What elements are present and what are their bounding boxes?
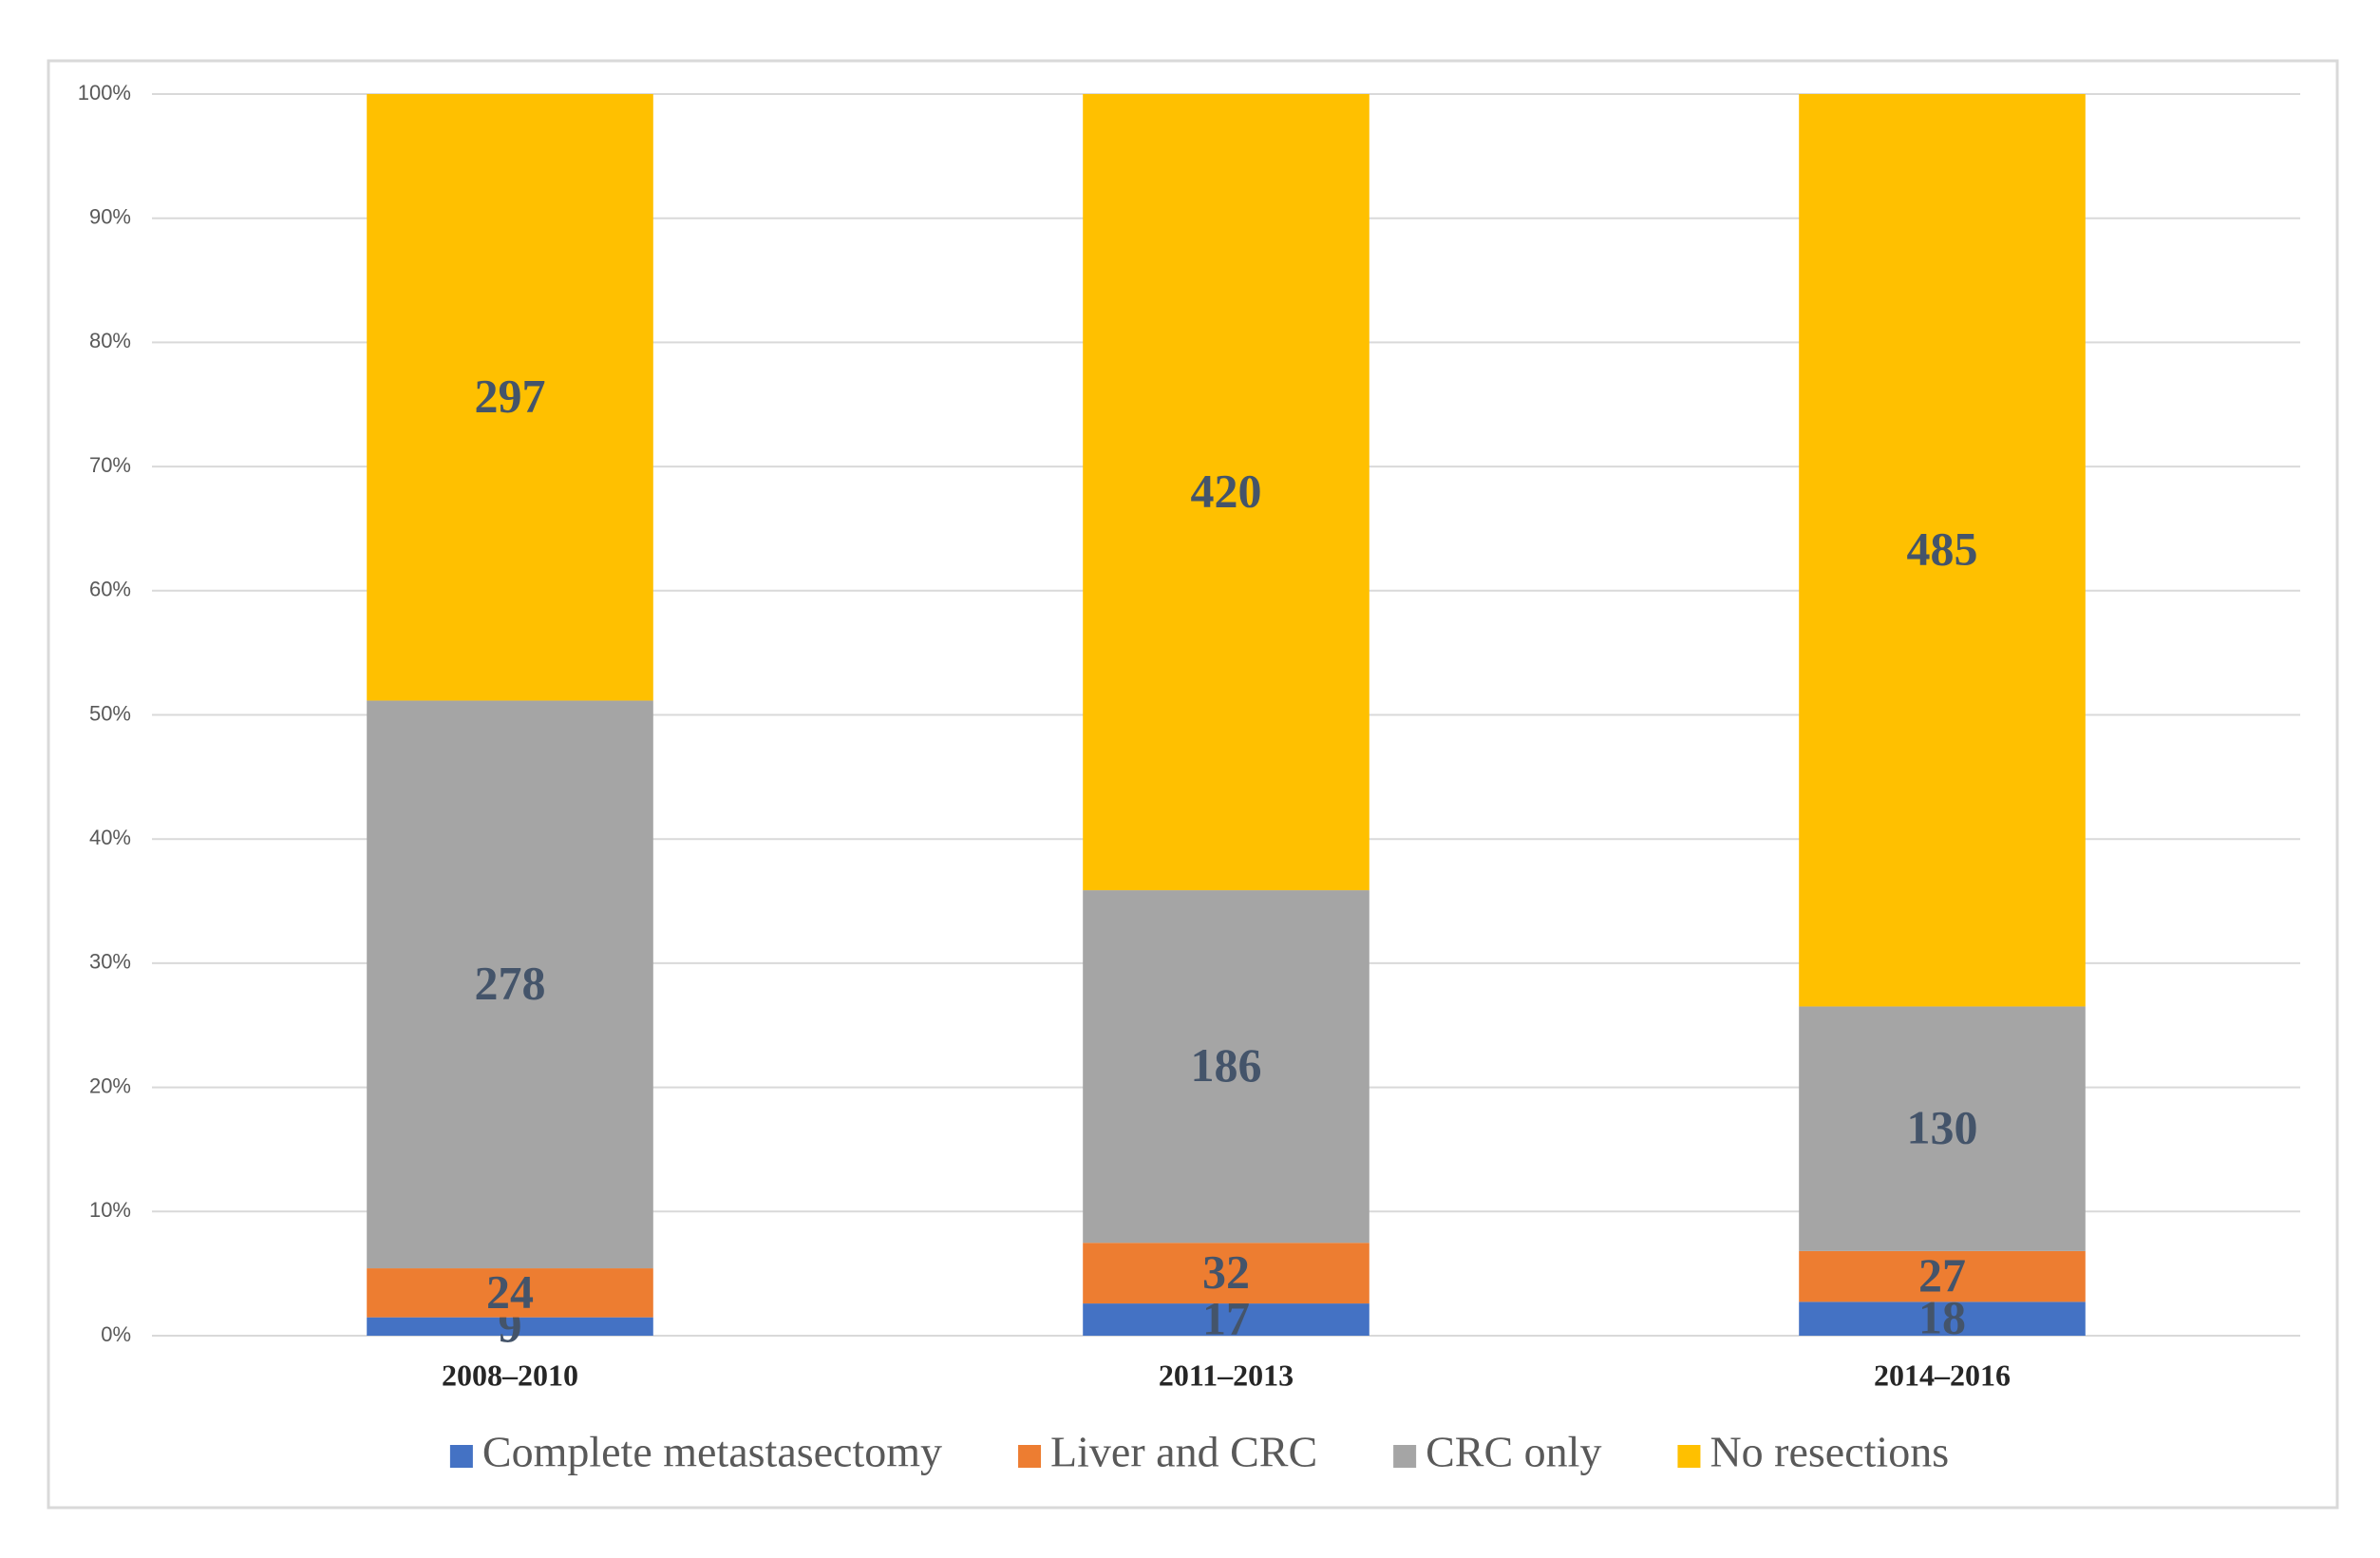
data-label: 297	[475, 370, 546, 423]
y-tick-label: 100%	[78, 81, 131, 104]
legend-label: Complete metastasectomy	[482, 1428, 942, 1476]
y-tick-label: 60%	[89, 578, 131, 601]
y-tick-label: 80%	[89, 329, 131, 352]
y-tick-label: 40%	[89, 826, 131, 849]
bar-segment	[367, 1268, 653, 1318]
data-label: 420	[1191, 465, 1262, 518]
data-label: 24	[486, 1264, 534, 1318]
legend-label: No resections	[1709, 1428, 1949, 1476]
legend-label: Liver and CRC	[1050, 1428, 1317, 1476]
bar-segment	[1799, 1250, 2086, 1302]
legend-swatch	[1018, 1445, 1042, 1468]
legend-swatch	[1393, 1445, 1417, 1468]
data-label: 32	[1202, 1245, 1250, 1299]
y-tick-label: 10%	[89, 1198, 131, 1222]
y-tick-label: 0%	[101, 1322, 131, 1346]
y-tick-label: 90%	[89, 205, 131, 229]
x-tick-label: 2014–2016	[1874, 1358, 2011, 1392]
data-label: 27	[1918, 1248, 1966, 1302]
data-label: 485	[1907, 522, 1978, 576]
bar-segment	[1083, 890, 1369, 1244]
bar-segment	[1083, 1303, 1369, 1336]
bar-segment	[1799, 1006, 2086, 1251]
y-tick-label: 50%	[89, 701, 131, 725]
data-label: 130	[1907, 1101, 1978, 1154]
bar-segment	[367, 94, 653, 701]
x-tick-label: 2011–2013	[1159, 1358, 1294, 1392]
legend-swatch	[1677, 1445, 1701, 1468]
bar-segment	[1083, 1243, 1369, 1304]
legend-label: CRC only	[1426, 1428, 1601, 1476]
data-label: 186	[1191, 1038, 1262, 1092]
y-tick-label: 20%	[89, 1074, 131, 1097]
bar-segment	[367, 700, 653, 1269]
y-tick-label: 70%	[89, 453, 131, 477]
data-label: 278	[475, 957, 546, 1010]
legend-swatch	[449, 1445, 473, 1468]
bar-segment	[367, 1317, 653, 1336]
x-tick-label: 2008–2010	[442, 1358, 578, 1392]
bar-segment	[1799, 94, 2086, 1007]
bar-segment	[1799, 1302, 2086, 1336]
y-tick-label: 30%	[89, 950, 131, 974]
bar-segment	[1083, 94, 1369, 891]
